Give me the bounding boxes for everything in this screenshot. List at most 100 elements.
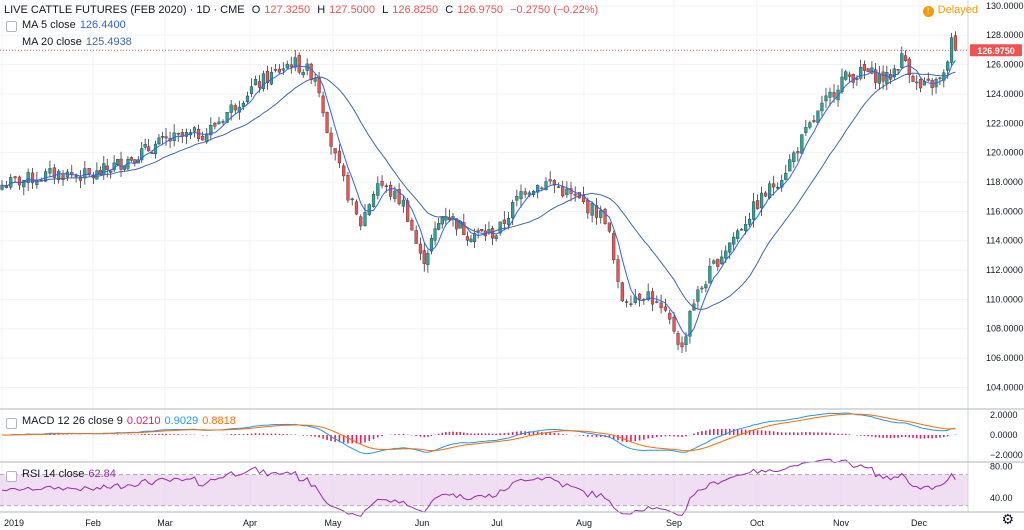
- candle-down: [78, 176, 83, 181]
- candle-up: [494, 235, 498, 239]
- candle-down: [397, 189, 401, 205]
- ma5-line: [1, 59, 956, 337]
- rsi-line: [1, 458, 956, 517]
- candle-down: [796, 151, 800, 154]
- delayed-badge[interactable]: ! Delayed: [922, 4, 978, 17]
- time-axis-label: Apr: [243, 518, 257, 528]
- candle-up: [740, 229, 744, 231]
- rsi-pane: [1, 458, 956, 517]
- candle-down: [616, 259, 620, 282]
- candle-down: [862, 64, 867, 71]
- candle-up: [261, 73, 266, 89]
- candle-up: [855, 78, 859, 80]
- candle-up: [840, 76, 844, 93]
- candle-down: [911, 75, 915, 82]
- candle-down: [380, 181, 384, 186]
- candle-down: [257, 81, 262, 88]
- symbol-title[interactable]: LIVE CATTLE FUTURES (FEB 2020) · 1D · CM…: [4, 4, 245, 16]
- candle-up: [590, 202, 594, 216]
- candle-up: [544, 181, 548, 191]
- candle-down: [406, 200, 410, 222]
- ma5-toggle-box[interactable]: [6, 21, 17, 32]
- candle-down: [13, 176, 17, 179]
- moving-average-lines: [0, 49, 968, 337]
- candle-up: [281, 68, 285, 71]
- candle-down: [625, 301, 629, 303]
- candle-down: [926, 78, 930, 81]
- candle-up: [824, 95, 828, 102]
- macd-label: MACD 12 26 close 9: [22, 415, 123, 427]
- candle-up: [844, 71, 848, 80]
- ma20-legend[interactable]: MA 20 close 125.4938: [22, 36, 136, 48]
- candle-up: [26, 172, 30, 183]
- candle-up: [426, 253, 430, 265]
- candle-up: [401, 199, 405, 207]
- candle-up: [160, 136, 165, 138]
- candle-up: [313, 78, 317, 82]
- candle-down: [384, 185, 388, 187]
- time-axis-label: Dec: [911, 518, 928, 528]
- macd-hist-value: 0.0210: [126, 415, 161, 427]
- macd-legend[interactable]: MACD 12 26 close 9 0.0210 0.9029 0.8818: [22, 415, 240, 427]
- price-tick-label: 128.0000: [986, 30, 1024, 40]
- macd-tick-label: 2.0000: [990, 410, 1018, 420]
- candle-up: [83, 168, 87, 179]
- axes: [0, 0, 1024, 513]
- candle-up: [859, 66, 863, 79]
- candle-down: [289, 64, 293, 68]
- gear-icon[interactable]: ⚙: [1001, 511, 1014, 527]
- candle-up: [946, 61, 950, 71]
- time-axis-label: Nov: [833, 518, 850, 528]
- candle-up: [209, 125, 213, 136]
- candle-down: [556, 186, 561, 188]
- rsi-toggle-box[interactable]: [6, 471, 17, 482]
- macd-toggle-box[interactable]: [6, 418, 17, 429]
- low-label: L: [382, 4, 389, 16]
- close-label: C: [445, 4, 454, 16]
- rsi-legend[interactable]: RSI 14 close 62.84: [22, 468, 120, 480]
- header-legend: LIVE CATTLE FUTURES (FEB 2020) · 1D · CM…: [4, 4, 602, 16]
- candle-down: [30, 172, 35, 184]
- candle-down: [680, 342, 684, 348]
- macd-tick-label: 0.0000: [990, 430, 1018, 440]
- candle-down: [881, 71, 885, 82]
- candle-up: [9, 177, 13, 188]
- candle-down: [133, 159, 137, 164]
- candle-up: [301, 72, 305, 76]
- candle-up: [115, 159, 120, 166]
- candle-down: [213, 123, 217, 127]
- price-tick-label: 126.0000: [986, 60, 1024, 70]
- candle-up: [48, 168, 52, 174]
- candle-down: [418, 243, 423, 254]
- candle-up: [720, 256, 724, 265]
- candle-down: [612, 233, 616, 261]
- candle-up: [476, 230, 480, 232]
- candle-up: [43, 171, 48, 182]
- candle-down: [716, 258, 720, 267]
- candle-down: [676, 333, 680, 345]
- candle-down: [502, 219, 506, 224]
- candle-down: [772, 183, 776, 188]
- candle-up: [792, 152, 796, 162]
- candle-down: [87, 168, 91, 174]
- current-price-label: 126.9750: [977, 46, 1015, 56]
- candle-down: [755, 200, 760, 210]
- candle-up: [350, 198, 354, 201]
- info-icon: !: [922, 6, 934, 17]
- candle-up: [700, 287, 704, 290]
- candle-up: [57, 170, 61, 180]
- candle-up: [704, 284, 708, 289]
- candle-up: [363, 212, 367, 227]
- candle-up: [140, 148, 144, 161]
- time-axis-label: Jun: [415, 518, 430, 528]
- candle-up: [784, 172, 788, 180]
- ma5-legend[interactable]: MA 5 close 126.4400: [22, 19, 130, 31]
- candle-up: [157, 137, 161, 145]
- candle-down: [812, 120, 816, 122]
- candle-up: [102, 163, 106, 176]
- time-axis-label: Mar: [157, 518, 173, 528]
- time-axis-label: Sep: [666, 518, 682, 528]
- candle-down: [847, 74, 852, 77]
- macd-signal-value: 0.8818: [202, 415, 236, 427]
